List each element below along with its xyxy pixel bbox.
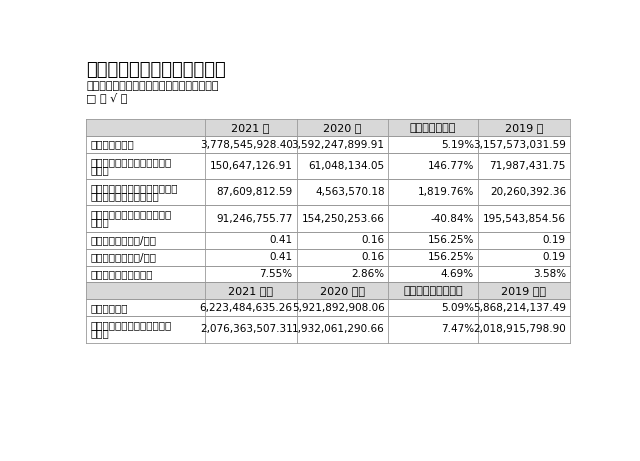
Text: 71,987,431.75: 71,987,431.75 [490,161,566,171]
Text: 归属于上市公司股东的净资产: 归属于上市公司股东的净资产 [90,320,172,331]
Text: 经营活动产生的现金流量净额: 经营活动产生的现金流量净额 [90,209,172,219]
Text: （元）: （元） [90,165,109,175]
Text: 3,157,573,031.59: 3,157,573,031.59 [473,140,566,150]
Text: 归属于上市公司股东的扣除非经: 归属于上市公司股东的扣除非经 [90,183,177,193]
Text: 5,868,214,137.49: 5,868,214,137.49 [473,303,566,313]
Text: 156.25%: 156.25% [428,252,474,262]
Text: 2,018,915,798.90: 2,018,915,798.90 [473,325,566,334]
Text: 87,609,812.59: 87,609,812.59 [216,187,292,197]
Bar [86,283,570,299]
Text: 归属于上市公司股东的净利润: 归属于上市公司股东的净利润 [90,157,172,167]
Text: 150,647,126.91: 150,647,126.91 [210,161,292,171]
Text: 常性损益的净利润（元）: 常性损益的净利润（元） [90,191,159,201]
Text: 2020 年末: 2020 年末 [320,286,365,296]
Text: 2019 年: 2019 年 [505,123,543,133]
Text: 7.47%: 7.47% [441,325,474,334]
Text: 20,260,392.36: 20,260,392.36 [490,187,566,197]
Text: □ 是 √ 否: □ 是 √ 否 [86,92,127,103]
Text: 基本每股收益（元/股）: 基本每股收益（元/股） [90,235,156,245]
Text: 154,250,253.66: 154,250,253.66 [301,213,385,224]
Text: -40.84%: -40.84% [431,213,474,224]
Text: 总资产（元）: 总资产（元） [90,303,127,313]
Text: 公司是否需追溯调整或重述以前年度会计数据: 公司是否需追溯调整或重述以前年度会计数据 [86,82,219,91]
Text: 2019 年末: 2019 年末 [501,286,547,296]
Bar [86,119,570,136]
Text: 4.69%: 4.69% [441,269,474,279]
Text: 6,223,484,635.26: 6,223,484,635.26 [200,303,292,313]
Text: 0.19: 0.19 [543,252,566,262]
Text: 营业收入（元）: 营业收入（元） [90,140,134,150]
Text: 本年比上年增减: 本年比上年增减 [410,123,456,133]
Text: 91,246,755.77: 91,246,755.77 [216,213,292,224]
Text: 195,543,854.56: 195,543,854.56 [483,213,566,224]
Text: 5.19%: 5.19% [441,140,474,150]
Text: 3,592,247,899.91: 3,592,247,899.91 [292,140,385,150]
Text: 7.55%: 7.55% [260,269,292,279]
Text: 3,778,545,928.40: 3,778,545,928.40 [200,140,292,150]
Text: 0.19: 0.19 [543,235,566,245]
Text: 3.58%: 3.58% [532,269,566,279]
Text: 156.25%: 156.25% [428,235,474,245]
Text: 2.86%: 2.86% [351,269,385,279]
Text: 2021 年: 2021 年 [232,123,270,133]
Text: 2021 年末: 2021 年末 [228,286,273,296]
Text: （元）: （元） [90,329,109,338]
Text: 0.41: 0.41 [269,235,292,245]
Text: 六、主要会计数据和财务指标: 六、主要会计数据和财务指标 [86,61,226,79]
Text: 加权平均净资产收益率: 加权平均净资产收益率 [90,269,152,279]
Text: 1,819.76%: 1,819.76% [418,187,474,197]
Text: 稀释每股收益（元/股）: 稀释每股收益（元/股） [90,252,156,262]
Text: 2020 年: 2020 年 [323,123,362,133]
Text: 0.41: 0.41 [269,252,292,262]
Text: 61,048,134.05: 61,048,134.05 [308,161,385,171]
Text: 1,932,061,290.66: 1,932,061,290.66 [292,325,385,334]
Text: （元）: （元） [90,218,109,228]
Text: 2,076,363,507.31: 2,076,363,507.31 [200,325,292,334]
Text: 0.16: 0.16 [362,252,385,262]
Text: 5,921,892,908.06: 5,921,892,908.06 [292,303,385,313]
Text: 146.77%: 146.77% [428,161,474,171]
Text: 本年末比上年末增减: 本年末比上年末增减 [403,286,463,296]
Text: 5.09%: 5.09% [441,303,474,313]
Text: 4,563,570.18: 4,563,570.18 [315,187,385,197]
Text: 0.16: 0.16 [362,235,385,245]
